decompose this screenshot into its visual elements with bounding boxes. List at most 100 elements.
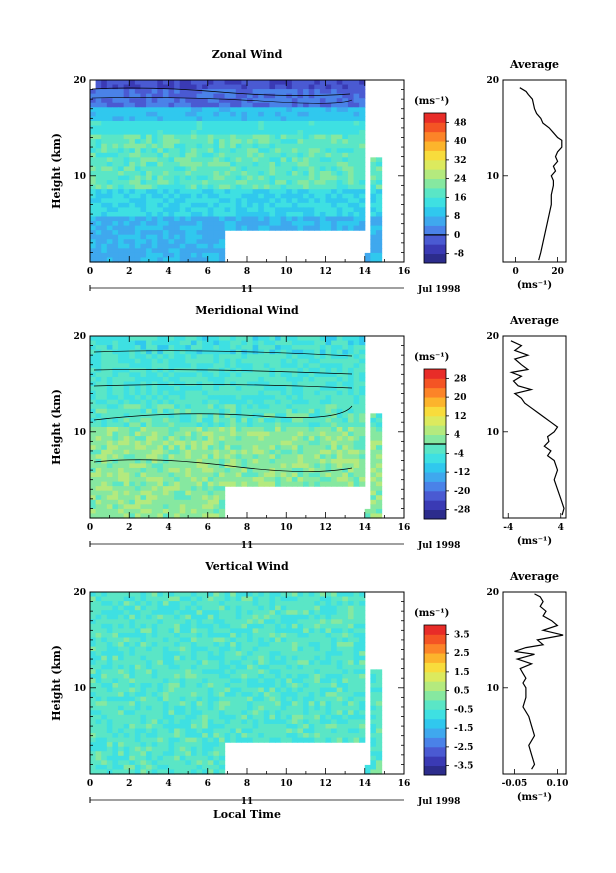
heatmap-cell — [185, 628, 192, 634]
heatmap-cell — [213, 445, 220, 451]
heatmap-cell — [286, 669, 293, 675]
heatmap-cell — [174, 116, 181, 122]
heatmap-cell — [247, 363, 254, 369]
heatmap-cell — [319, 157, 327, 163]
heatmap-cell — [190, 189, 198, 195]
heatmap-cell — [325, 436, 332, 442]
heatmap-cell — [162, 436, 170, 442]
heatmap-cell — [235, 184, 242, 190]
heatmap-cell — [224, 93, 231, 99]
heatmap-cell — [168, 139, 175, 145]
heatmap-cell — [202, 372, 209, 378]
heatmap-cell — [134, 463, 142, 469]
heatmap-cell — [224, 610, 231, 616]
heatmap-cell — [207, 467, 214, 474]
heatmap-cell — [168, 481, 175, 487]
heatmap-cell — [151, 623, 158, 629]
heatmap-cell — [241, 592, 248, 598]
heatmap-cell — [286, 660, 293, 666]
heatmap-cell — [190, 413, 198, 419]
heatmap-cell — [151, 134, 158, 140]
heatmap-cell — [157, 367, 164, 373]
heatmap-cell — [101, 513, 108, 519]
heatmap-cell — [297, 646, 304, 652]
heatmap-cell — [286, 116, 293, 122]
heatmap-cell — [247, 107, 254, 113]
heatmap-cell — [353, 395, 360, 401]
heatmap-cell — [174, 372, 181, 378]
heatmap-cell — [235, 390, 242, 396]
heatmap-cell — [179, 623, 186, 629]
heatmap-cell — [123, 243, 130, 249]
heatmap-cell — [347, 632, 355, 639]
heatmap-cell — [325, 605, 332, 611]
heatmap-cell — [218, 202, 226, 208]
heatmap-cell — [258, 646, 265, 652]
heatmap-cell — [129, 642, 136, 648]
heatmap-cell — [190, 225, 198, 231]
heatmap-cell — [207, 202, 214, 208]
heatmap-cell — [325, 632, 332, 639]
heatmap-cell — [308, 152, 315, 158]
heatmap-cell — [353, 413, 360, 419]
heatmap-cell — [146, 628, 153, 634]
heatmap-cell — [235, 193, 242, 199]
colorbar-swatch — [424, 141, 446, 151]
heatmap-cell — [359, 125, 366, 131]
heatmap-cell — [90, 628, 97, 634]
heatmap-cell — [286, 619, 293, 625]
heatmap-cell — [90, 454, 97, 460]
heatmap-cell — [359, 431, 366, 437]
heatmap-cell — [218, 673, 226, 680]
heatmap-cell — [190, 349, 198, 355]
heatmap-cell — [185, 632, 192, 639]
heatmap-cell — [106, 408, 114, 414]
heatmap-cell — [207, 386, 214, 392]
heatmap-cell — [190, 660, 198, 666]
heatmap-cell — [174, 601, 181, 607]
heatmap-cell — [101, 225, 108, 231]
heatmap-cell — [213, 513, 220, 519]
heatmap-cell — [196, 614, 203, 620]
heatmap-cell — [129, 367, 136, 373]
heatmap-cell — [168, 148, 175, 154]
heatmap-cell — [196, 605, 203, 611]
heatmap-cell — [235, 189, 242, 195]
heatmap-cell — [235, 363, 242, 369]
heatmap-cell — [207, 477, 214, 483]
heatmap-cell — [218, 257, 226, 263]
heatmap-cell — [370, 161, 377, 168]
heatmap-cell — [325, 619, 332, 625]
heatmap-cell — [280, 404, 287, 410]
heatmap-cell — [157, 422, 164, 428]
heatmap-cell — [263, 84, 271, 90]
heatmap-cell — [325, 669, 332, 675]
heatmap-cell — [336, 116, 343, 122]
heatmap-cell — [275, 120, 282, 127]
heatmap-cell — [196, 120, 203, 127]
heatmap-cell — [196, 257, 203, 263]
heatmap-cell — [319, 211, 327, 218]
heatmap-cell — [118, 422, 125, 428]
heatmap-cell — [258, 623, 265, 629]
heatmap-cell — [342, 189, 349, 195]
heatmap-cell — [140, 605, 147, 611]
heatmap-cell — [342, 102, 349, 108]
heatmap-cell — [331, 363, 338, 369]
heatmap-cell — [90, 490, 97, 496]
heatmap-cell — [118, 336, 125, 342]
heatmap-cell — [213, 596, 220, 602]
heatmap-cell — [252, 637, 259, 643]
heatmap-cell — [286, 358, 293, 364]
heatmap-cell — [185, 399, 192, 405]
heatmap-cell — [218, 601, 226, 607]
heatmap-cell — [134, 683, 142, 689]
heatmap-cell — [353, 221, 360, 227]
heatmap-cell — [185, 601, 192, 607]
heatmap-cell — [174, 139, 181, 145]
heatmap-cell — [247, 614, 254, 620]
heatmap-cell — [118, 161, 125, 168]
heatmap-cell — [129, 221, 136, 227]
heatmap-cell — [331, 427, 338, 433]
heatmap-cell — [269, 80, 276, 86]
